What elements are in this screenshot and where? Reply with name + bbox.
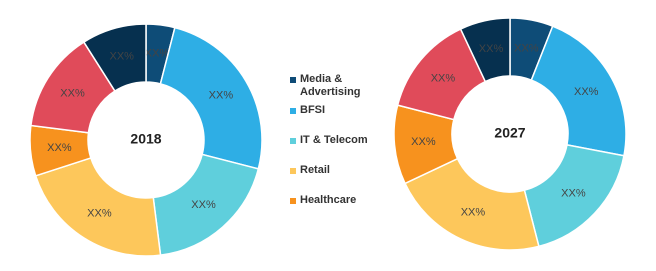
chart-title: 2027: [494, 125, 525, 141]
legend-label: Retail: [300, 164, 330, 176]
donut-segment: [152, 153, 260, 256]
value-label: XX%: [145, 48, 170, 60]
value-label: XX%: [87, 207, 112, 219]
donut-segment: [34, 156, 162, 257]
value-label: XX%: [47, 142, 72, 154]
donut-segment: [459, 17, 511, 83]
legend-label: Healthcare: [300, 194, 357, 206]
value-label: XX%: [561, 187, 586, 199]
value-label: XX%: [461, 207, 486, 219]
legend-swatch: [290, 77, 296, 83]
legend-label: BFSI: [300, 104, 326, 116]
value-label: XX%: [479, 43, 504, 55]
donut-segment: [404, 157, 540, 251]
donut-segment: [530, 25, 627, 157]
value-label: XX%: [191, 199, 216, 211]
value-label: XX%: [411, 136, 436, 148]
value-label: XX%: [109, 50, 134, 62]
legend-swatch: [290, 168, 296, 174]
value-label: XX%: [431, 72, 456, 84]
donut-segment: [159, 26, 263, 170]
value-label: XX%: [514, 42, 539, 54]
legend-swatch: [290, 138, 296, 144]
legend-label: Media & Advertising: [300, 73, 361, 98]
legend-swatch: [290, 108, 296, 114]
value-label: XX%: [60, 87, 85, 99]
value-label: XX%: [209, 90, 234, 102]
donut-segment: [82, 23, 147, 93]
chart-title: 2018: [130, 131, 161, 147]
value-label: XX%: [574, 86, 599, 98]
legend-swatch: [290, 198, 296, 204]
legend-label: IT & Telecom: [300, 134, 368, 146]
